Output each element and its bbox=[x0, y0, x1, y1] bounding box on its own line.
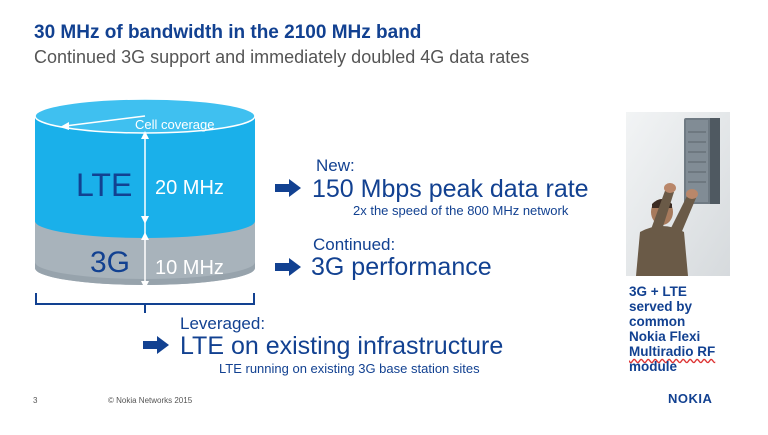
continued-heading: Continued: bbox=[313, 235, 396, 254]
slide-title: 30 MHz of bandwidth in the 2100 MHz band bbox=[34, 22, 422, 43]
page-number: 3 bbox=[33, 396, 38, 405]
lte-label: LTE bbox=[76, 167, 132, 203]
side-caption-line: 3G + LTE bbox=[629, 284, 687, 299]
3g-bandwidth-label: 10 MHz bbox=[155, 257, 224, 279]
side-caption-line: common bbox=[629, 314, 686, 329]
nokia-logo: NOKIA bbox=[668, 391, 713, 406]
leveraged-heading: Leveraged: bbox=[180, 314, 266, 333]
continued-main-text: 3G performance bbox=[311, 253, 492, 281]
3g-label: 3G bbox=[90, 246, 130, 279]
coverage-arrowhead-icon bbox=[60, 122, 69, 130]
bandwidth-cylinder-diagram: Cell coverage LTE 20 MHz 3G 10 MHz bbox=[34, 98, 256, 313]
vertical-arrow-down-icon bbox=[141, 281, 149, 289]
lte-bandwidth-label: 20 MHz bbox=[155, 177, 224, 199]
new-sub-text: 2x the speed of the 800 MHz network bbox=[353, 203, 569, 218]
technician-photo bbox=[626, 112, 730, 276]
cylinder-bracket bbox=[35, 293, 255, 313]
new-main-text: 150 Mbps peak data rate bbox=[312, 175, 589, 203]
side-caption: 3G + LTE served by common Nokia Flexi Mu… bbox=[629, 284, 739, 374]
copyright-text: © Nokia Networks 2015 bbox=[108, 396, 193, 405]
right-arrow-icon bbox=[275, 258, 301, 276]
vertical-arrow-mid-icon bbox=[141, 216, 149, 224]
coverage-radius-arrow bbox=[64, 115, 146, 127]
side-caption-line: module bbox=[629, 359, 678, 374]
leveraged-main-text: LTE on existing infrastructure bbox=[180, 332, 504, 360]
side-caption-line: served by bbox=[629, 299, 693, 314]
new-heading: New: bbox=[316, 156, 355, 175]
cylinder-3g-bottom-shade bbox=[35, 262, 255, 285]
vertical-arrow-up-icon bbox=[141, 131, 149, 139]
right-arrow-icon bbox=[143, 336, 169, 354]
slide-subtitle: Continued 3G support and immediately dou… bbox=[34, 47, 530, 67]
vertical-arrow-mid2-icon bbox=[141, 232, 149, 240]
side-caption-line: Multiradio RF bbox=[629, 344, 716, 359]
leveraged-sub-text: LTE running on existing 3G base station … bbox=[219, 361, 480, 376]
side-caption-line: Nokia Flexi bbox=[629, 329, 701, 344]
cell-coverage-label: Cell coverage bbox=[135, 117, 215, 132]
right-arrow-icon bbox=[275, 179, 301, 197]
